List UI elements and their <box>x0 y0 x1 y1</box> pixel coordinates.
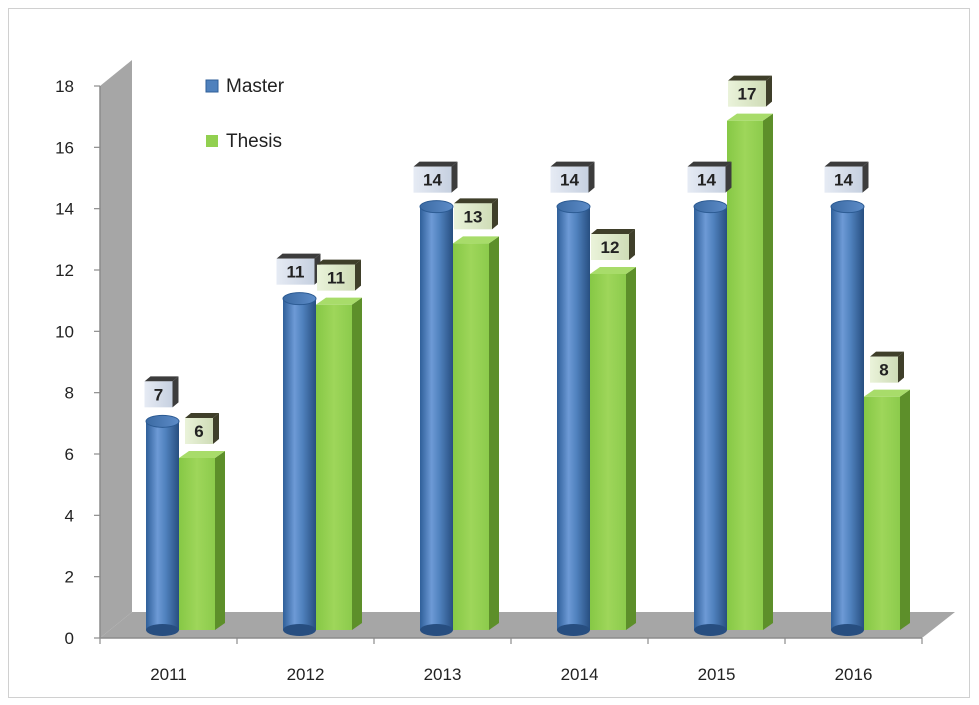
legend-swatch-thesis <box>206 135 218 147</box>
legend-swatch-master <box>205 79 219 93</box>
data-label: 6 <box>185 413 219 444</box>
x-tick-label: 2013 <box>424 665 462 684</box>
legend-label-master: Master <box>226 76 285 97</box>
bar-master <box>693 200 728 636</box>
bar-thesis <box>864 389 910 630</box>
bar-thesis <box>179 451 225 630</box>
y-tick-label: 6 <box>65 445 74 464</box>
bar-master <box>145 414 180 636</box>
bar-thesis <box>590 267 636 630</box>
data-label-value: 11 <box>287 263 305 282</box>
data-label-value: 12 <box>601 238 620 257</box>
bar-master <box>556 200 591 636</box>
y-tick-label: 12 <box>55 261 74 280</box>
bar-thesis <box>727 113 773 631</box>
y-axis-ticks: 0 2 4 6 8 10 12 14 16 18 <box>55 77 100 648</box>
data-label: 13 <box>454 198 498 230</box>
bar-thesis <box>453 236 499 631</box>
data-label-value: 17 <box>738 85 757 104</box>
data-label-value: 6 <box>194 422 203 441</box>
y-tick-label: 10 <box>55 322 74 341</box>
data-label-value: 14 <box>423 171 442 190</box>
floor <box>100 612 955 638</box>
data-label: 11 <box>317 259 361 291</box>
data-label: 12 <box>591 229 635 260</box>
data-label: 7 <box>144 376 179 408</box>
data-label-value: 14 <box>697 171 716 190</box>
data-label-value: 13 <box>464 207 483 226</box>
bar-master <box>830 200 865 636</box>
data-label-value: 7 <box>154 385 163 404</box>
data-label: 8 <box>870 351 904 383</box>
data-label-value: 14 <box>834 171 853 190</box>
data-label-value: 8 <box>879 361 888 380</box>
x-tick-label: 2016 <box>835 665 873 684</box>
data-label: 14 <box>413 161 458 193</box>
x-tick-label: 2011 <box>150 665 187 684</box>
y-tick-label: 14 <box>55 200 74 219</box>
legend-label-thesis: Thesis <box>226 131 282 152</box>
x-tick-label: 2015 <box>698 665 736 684</box>
data-label: 11 <box>276 253 321 285</box>
y-tick-label: 16 <box>55 138 74 157</box>
bar-thesis <box>316 297 362 630</box>
y-tick-label: 4 <box>65 506 74 525</box>
x-tick-label: 2012 <box>287 665 325 684</box>
data-label: 14 <box>687 161 732 193</box>
bar-master <box>419 200 454 636</box>
data-label: 14 <box>824 161 869 193</box>
data-labels: 7 6 11 11 14 13 14 12 14 17 14 8 <box>144 75 904 444</box>
bar-master <box>282 292 317 636</box>
data-label-value: 11 <box>327 269 345 288</box>
y-tick-label: 0 <box>65 629 74 648</box>
bars <box>145 113 910 636</box>
y-tick-label: 18 <box>55 77 74 96</box>
legend: Master Thesis <box>205 76 285 152</box>
x-axis-ticks: 2011 2012 2013 2014 2015 2016 <box>99 638 923 684</box>
data-label: 17 <box>728 75 772 107</box>
data-label-value: 14 <box>560 171 579 190</box>
y-tick-label: 8 <box>65 384 74 403</box>
y-tick-label: 2 <box>65 568 74 587</box>
back-wall <box>100 60 132 638</box>
data-label: 14 <box>550 161 595 193</box>
x-tick-label: 2014 <box>561 665 599 684</box>
